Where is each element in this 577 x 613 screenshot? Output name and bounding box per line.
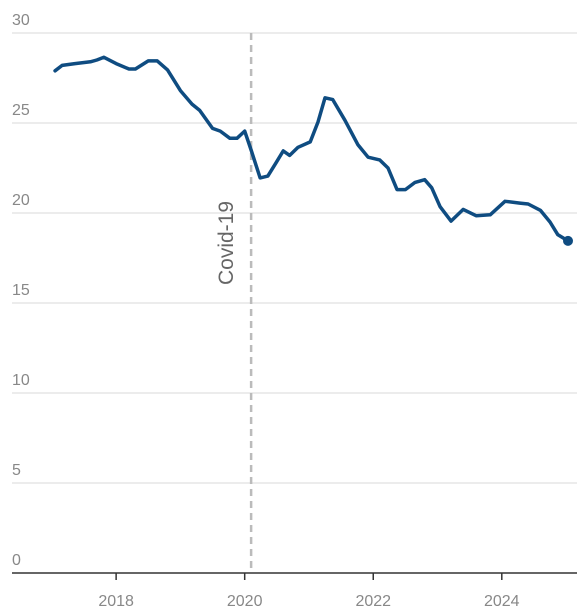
y-tick-label: 30 <box>12 12 30 29</box>
x-tick-label: 2018 <box>98 593 134 610</box>
y-tick-label: 10 <box>12 372 30 389</box>
y-tick-label: 20 <box>12 192 30 209</box>
line <box>53 55 570 243</box>
end-point <box>563 235 574 246</box>
y-tick-label: 0 <box>12 552 21 569</box>
x-tick-label: 2022 <box>355 593 391 610</box>
x-tick-label: 2024 <box>484 593 520 610</box>
x-tick-label: 2020 <box>227 593 263 610</box>
y-tick-label: 25 <box>12 102 30 119</box>
y-tick-label: 5 <box>12 462 21 479</box>
annotation-label: Covid-19 <box>215 201 238 285</box>
y-tick-label: 15 <box>12 282 30 299</box>
